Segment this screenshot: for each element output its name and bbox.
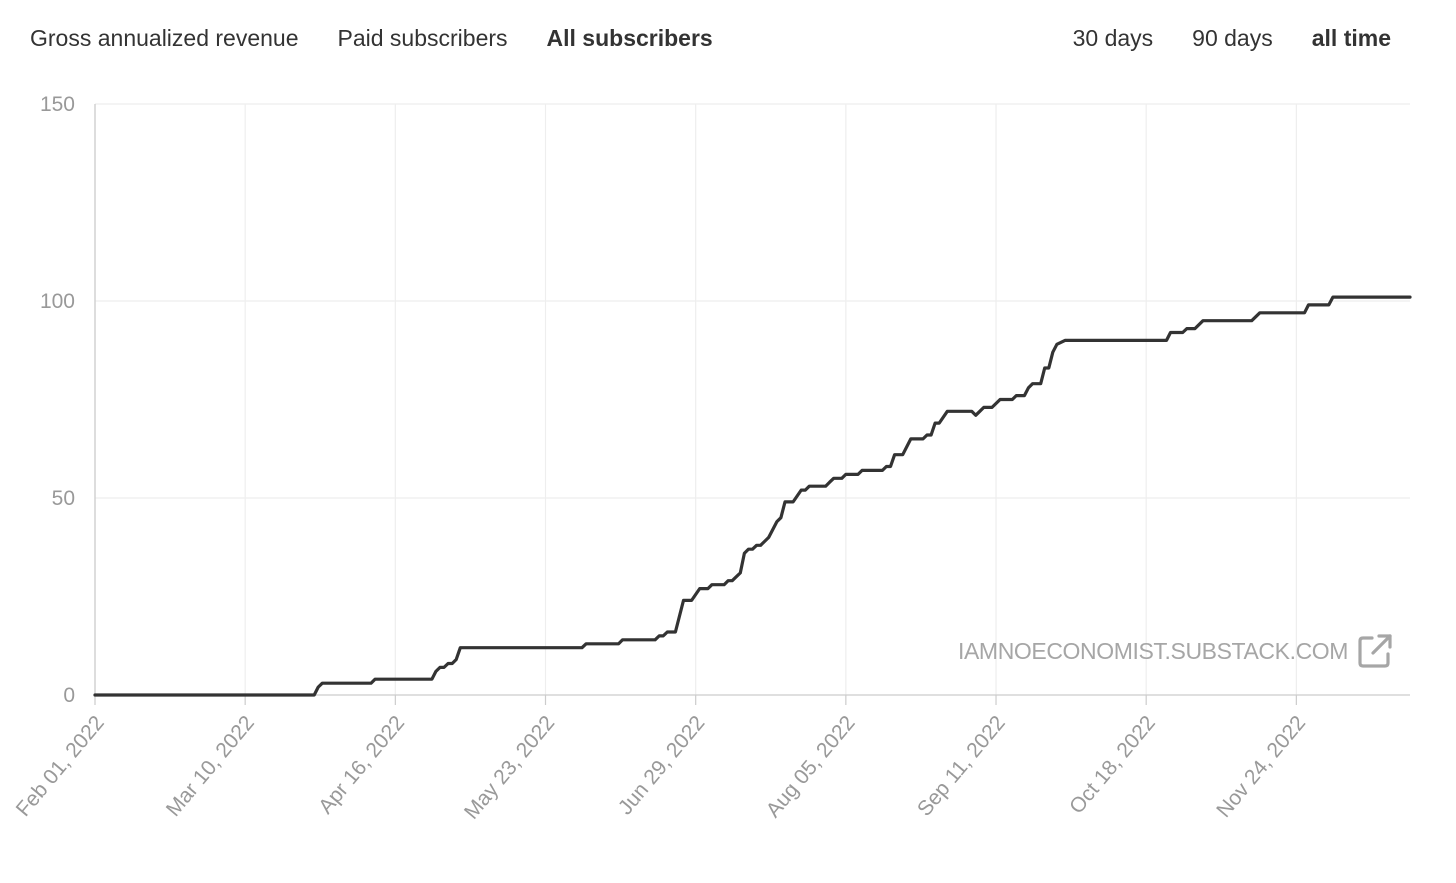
external-link-icon	[1358, 634, 1392, 668]
series-layer	[93, 295, 1412, 697]
tab-30-days[interactable]: 30 days	[1072, 24, 1154, 51]
tab-90-days[interactable]: 90 days	[1192, 24, 1273, 51]
x-tick-label: Nov 24, 2022	[1212, 711, 1310, 821]
x-tick-label: Sep 11, 2022	[913, 711, 1010, 820]
y-tick-label: 50	[52, 487, 75, 510]
y-tick-label: 100	[40, 290, 75, 313]
watermark-link[interactable]: IAMNOECONOMIST.SUBSTACK.COM	[958, 632, 1394, 670]
grid-lines	[94, 103, 1410, 696]
y-tick-label: 0	[63, 684, 75, 707]
x-tick-label: Jun 29, 2022	[614, 711, 710, 819]
series-line	[93, 295, 1412, 697]
tab-all-time[interactable]: all time	[1311, 24, 1391, 51]
x-tick-label: Aug 05, 2022	[762, 711, 860, 822]
x-tick-label: Oct 18, 2022	[1065, 711, 1160, 818]
tab-paid-subscribers[interactable]: Paid subscribers	[337, 24, 508, 51]
range-tabs: 30 days 90 days all time	[1034, 18, 1391, 58]
x-tick-label: Mar 10, 2022	[162, 711, 259, 821]
y-tick-label: 150	[40, 93, 75, 116]
x-tick-label: Apr 16, 2022	[314, 711, 409, 818]
watermark-text: IAMNOECONOMIST.SUBSTACK.COM	[958, 637, 1349, 664]
x-axis-ticks: Feb 01, 2022 Mar 10, 2022 Apr 16, 2022 May …	[12, 695, 1310, 824]
metric-tabs: Gross annualized revenue Paid subscriber…	[30, 18, 752, 58]
tab-all-subscribers[interactable]: All subscribers	[546, 24, 713, 51]
y-axis-ticks: 0 50 100 150	[40, 93, 75, 707]
tab-gross-annualized-revenue[interactable]: Gross annualized revenue	[30, 24, 299, 51]
x-tick-label: Feb 01, 2022	[12, 711, 109, 821]
x-tick-label: May 23, 2022	[460, 711, 559, 823]
